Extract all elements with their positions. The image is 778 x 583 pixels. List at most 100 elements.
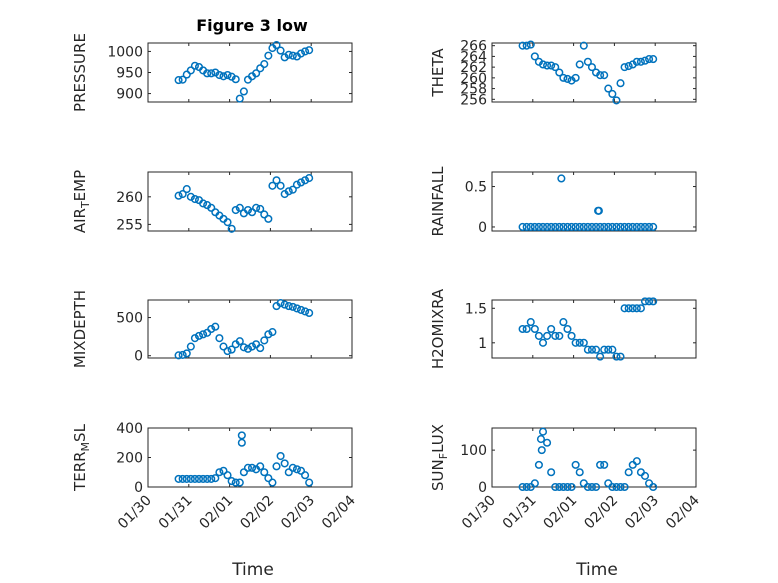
data-point bbox=[563, 74, 572, 83]
data-point bbox=[583, 482, 592, 492]
data-point bbox=[616, 352, 625, 361]
data-point bbox=[636, 304, 645, 313]
data-point bbox=[178, 474, 187, 483]
data-point bbox=[649, 55, 658, 64]
data-point bbox=[203, 69, 212, 78]
data-point bbox=[555, 68, 564, 77]
data-point bbox=[199, 474, 208, 483]
y-tick-label: 262 bbox=[460, 60, 487, 76]
data-point bbox=[640, 56, 650, 65]
data-point bbox=[632, 57, 641, 66]
y-tick-label: 266 bbox=[460, 39, 487, 55]
data-point bbox=[547, 468, 556, 477]
subplot-pressure: 900 950 1000 PRESSURE bbox=[71, 33, 353, 112]
y-tick-label: 100 bbox=[460, 443, 487, 459]
data-point bbox=[640, 471, 650, 480]
data-point bbox=[649, 482, 658, 492]
data-point bbox=[264, 51, 273, 60]
data-point bbox=[231, 75, 240, 84]
data-point bbox=[301, 176, 310, 185]
data-point bbox=[284, 468, 293, 477]
y-tick-label: 0 bbox=[478, 480, 487, 496]
data-point bbox=[268, 328, 277, 337]
data-point bbox=[571, 460, 580, 469]
x-axis-label: Time bbox=[231, 560, 274, 580]
x-tick-label: 02/04 bbox=[663, 492, 703, 532]
data-point bbox=[563, 222, 572, 232]
data-point bbox=[640, 297, 650, 306]
y-tick-label: 500 bbox=[116, 311, 143, 327]
data-point bbox=[305, 478, 314, 487]
data-point bbox=[182, 474, 191, 483]
data-point bbox=[624, 222, 633, 232]
data-point bbox=[551, 482, 560, 492]
data-point bbox=[612, 482, 621, 492]
data-point bbox=[243, 463, 253, 472]
axes-box bbox=[491, 299, 697, 359]
data-point bbox=[608, 482, 617, 492]
data-point bbox=[587, 222, 597, 232]
data-point bbox=[288, 51, 297, 60]
data-point bbox=[260, 210, 269, 219]
data-point bbox=[256, 64, 265, 73]
data-point bbox=[292, 465, 301, 474]
data-point bbox=[612, 96, 621, 105]
data-point bbox=[579, 338, 588, 347]
data-point bbox=[260, 468, 269, 477]
data-point bbox=[567, 222, 576, 232]
data-point bbox=[600, 460, 609, 469]
data-point bbox=[583, 222, 592, 232]
data-point bbox=[235, 337, 244, 346]
data-point bbox=[284, 50, 293, 59]
data-point bbox=[260, 336, 269, 345]
data-point bbox=[211, 474, 220, 483]
data-point bbox=[280, 459, 289, 468]
data-point bbox=[557, 174, 566, 183]
x-tick-label: 02/03 bbox=[278, 493, 318, 533]
data-point bbox=[600, 222, 609, 232]
data-point bbox=[272, 176, 281, 185]
data-point bbox=[530, 222, 539, 232]
data-point bbox=[587, 345, 597, 354]
data-point bbox=[219, 466, 228, 475]
data-point bbox=[178, 75, 187, 84]
data-point bbox=[649, 297, 658, 306]
data-point bbox=[530, 324, 539, 334]
data-point bbox=[227, 477, 236, 486]
data-point bbox=[239, 468, 248, 477]
data-point bbox=[276, 181, 285, 190]
y-axis-label: RAINFALL bbox=[429, 166, 447, 237]
data-point bbox=[645, 297, 654, 306]
data-point bbox=[194, 331, 204, 340]
data-point bbox=[636, 222, 645, 232]
data-point bbox=[567, 482, 576, 492]
data-point bbox=[288, 185, 297, 194]
axes-box bbox=[147, 171, 353, 232]
data-point bbox=[296, 305, 306, 314]
data-point bbox=[632, 304, 641, 313]
data-point bbox=[235, 203, 244, 212]
data-point bbox=[534, 331, 543, 340]
data-point bbox=[575, 468, 584, 477]
y-tick-label: 256 bbox=[460, 92, 487, 108]
data-point bbox=[591, 345, 601, 354]
data-point bbox=[596, 71, 605, 80]
y-axis-label: PRESSURE bbox=[71, 33, 89, 112]
data-point bbox=[543, 331, 552, 340]
data-point bbox=[292, 304, 301, 313]
data-point bbox=[305, 46, 314, 55]
data-point bbox=[547, 222, 556, 232]
data-point bbox=[174, 76, 183, 85]
data-point bbox=[645, 55, 654, 64]
data-point bbox=[583, 345, 592, 354]
data-point bbox=[296, 49, 306, 58]
data-point bbox=[268, 478, 277, 487]
data-point bbox=[518, 222, 527, 232]
data-point bbox=[288, 463, 297, 472]
y-tick-label: 0 bbox=[134, 480, 143, 496]
data-point bbox=[538, 222, 548, 232]
data-point bbox=[628, 304, 637, 313]
data-point bbox=[559, 318, 568, 327]
y-axis-label: THETA bbox=[429, 48, 447, 98]
